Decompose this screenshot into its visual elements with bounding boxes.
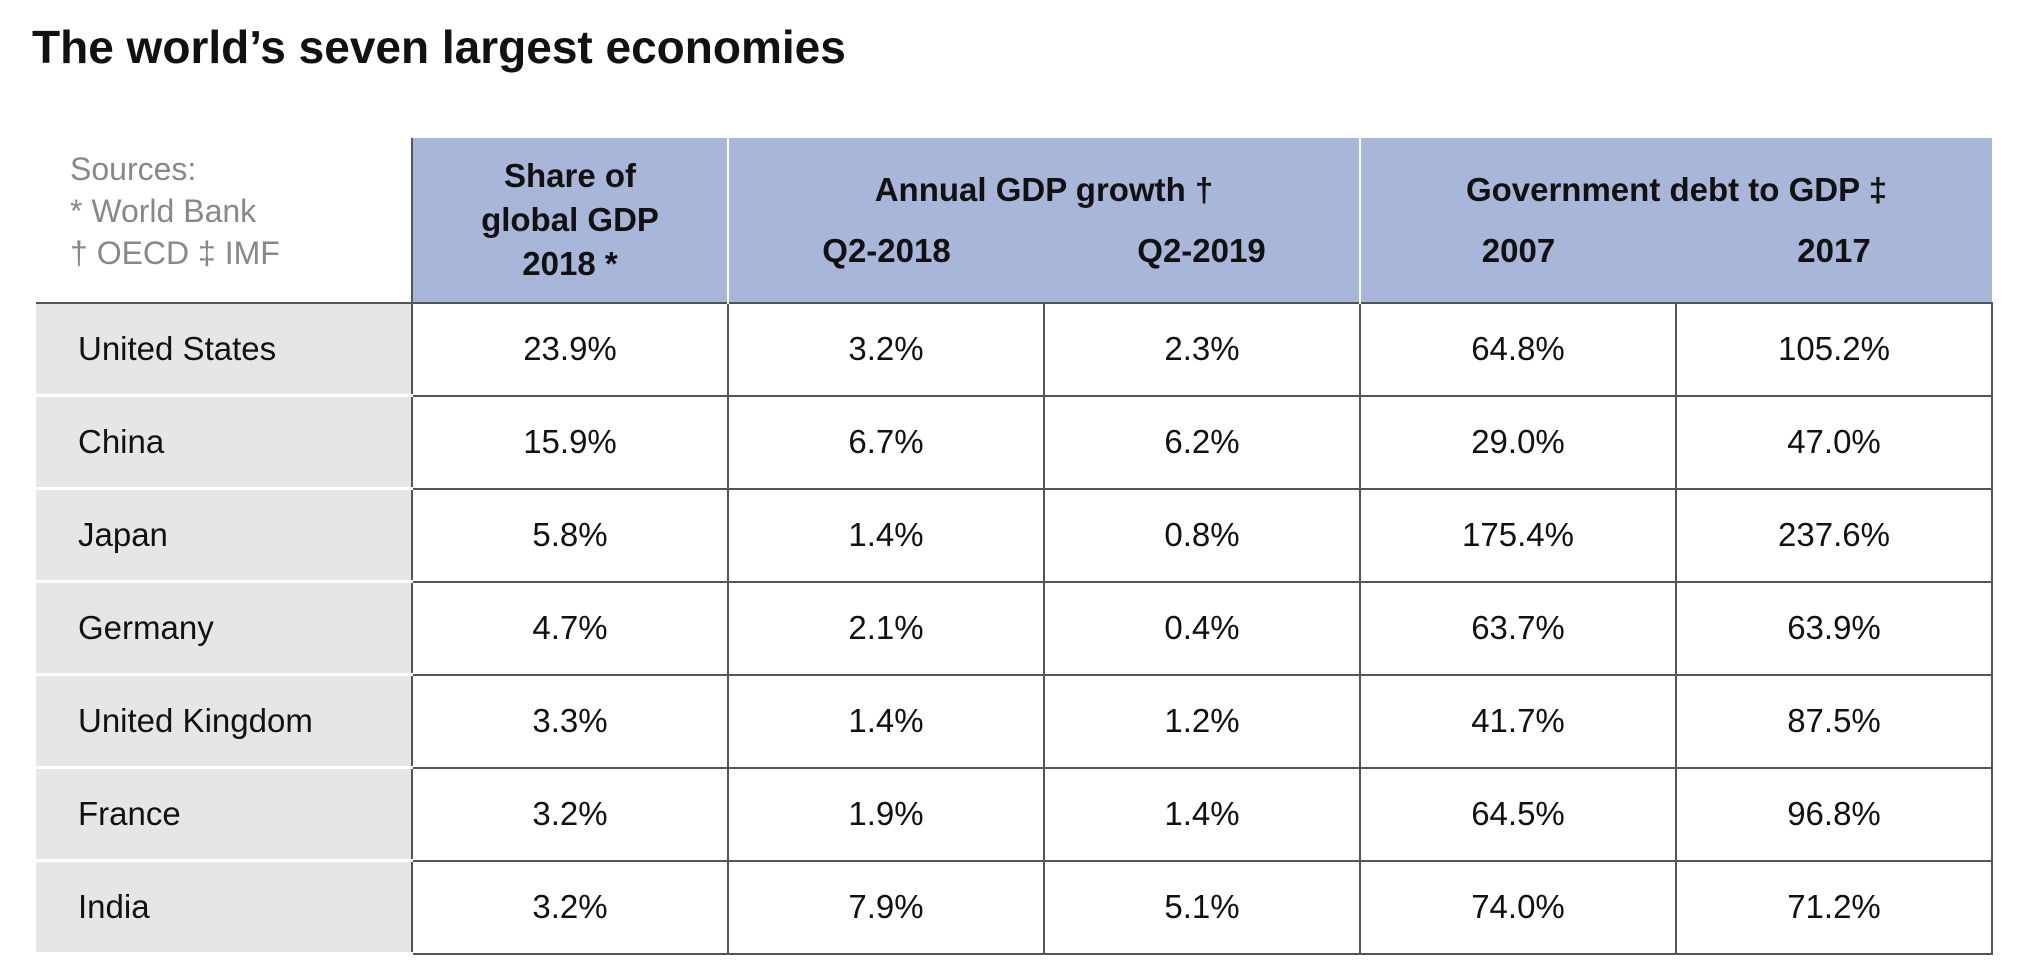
table-body: United States 23.9% 3.2% 2.3% 64.8% 105.2% Chi… <box>36 302 1993 955</box>
value-cell: 63.7% <box>1359 580 1677 676</box>
value-cell: 6.2% <box>1043 394 1361 490</box>
source-line: * World Bank <box>70 193 257 229</box>
value-cell: 4.7% <box>411 580 729 676</box>
source-line: † OECD ‡ IMF <box>70 235 280 271</box>
value-cell: 96.8% <box>1675 766 1993 862</box>
country-cell: China <box>36 395 412 490</box>
country-cell: Japan <box>36 488 412 583</box>
value-cell: 29.0% <box>1359 394 1677 490</box>
value-cell: 87.5% <box>1675 673 1993 769</box>
table-row: United Kingdom 3.3% 1.4% 1.2% 41.7% 87.5% <box>36 673 1993 769</box>
group-header: Government debt to GDP ‡ <box>1359 138 1992 232</box>
value-cell: 2.3% <box>1043 302 1361 397</box>
value-cell: 71.2% <box>1675 859 1993 955</box>
source-line: Sources: <box>70 151 197 187</box>
table-row: India 3.2% 7.9% 5.1% 74.0% 71.2% <box>36 859 1993 955</box>
table-row: Japan 5.8% 1.4% 0.8% 175.4% 237.6% <box>36 487 1993 583</box>
value-cell: 1.4% <box>727 487 1045 583</box>
value-cell: 7.9% <box>727 859 1045 955</box>
value-cell: 1.4% <box>727 673 1045 769</box>
country-cell: Germany <box>36 581 412 676</box>
value-cell: 3.2% <box>411 859 729 955</box>
value-cell: 1.9% <box>727 766 1045 862</box>
table-row: France 3.2% 1.9% 1.4% 64.5% 96.8% <box>36 766 1993 862</box>
value-cell: 5.8% <box>411 487 729 583</box>
header-cell: Share of global GDP 2018 * <box>411 138 728 303</box>
value-cell: 63.9% <box>1675 580 1993 676</box>
country-cell: India <box>36 860 412 955</box>
table-row: United States 23.9% 3.2% 2.3% 64.8% 105.2% <box>36 302 1993 397</box>
value-cell: 64.5% <box>1359 766 1677 862</box>
table-row: China 15.9% 6.7% 6.2% 29.0% 47.0% <box>36 394 1993 490</box>
value-cell: 41.7% <box>1359 673 1677 769</box>
value-cell: 3.2% <box>411 766 729 862</box>
value-cell: 3.2% <box>727 302 1045 397</box>
value-cell: 6.7% <box>727 394 1045 490</box>
column-header: Q2-2018 <box>727 232 1044 303</box>
value-cell: 0.4% <box>1043 580 1361 676</box>
group-header: Annual GDP growth † <box>727 138 1360 232</box>
sources: Sources: * World Bank † OECD ‡ IMF <box>36 138 412 303</box>
country-cell: United States <box>36 303 412 397</box>
value-cell: 2.1% <box>727 580 1045 676</box>
column-header: 2007 <box>1359 232 1676 303</box>
title: The world’s seven largest economies <box>32 21 846 73</box>
column-header: Q2-2019 <box>1044 232 1360 303</box>
value-cell: 74.0% <box>1359 859 1677 955</box>
value-cell: 3.3% <box>411 673 729 769</box>
column-header: 2017 <box>1676 232 1992 303</box>
economies-table: Sources: * World Bank † OECD ‡ IMF Share… <box>36 138 1993 955</box>
value-cell: 105.2% <box>1675 302 1993 397</box>
value-cell: 237.6% <box>1675 487 1993 583</box>
table-row: Germany 4.7% 2.1% 0.4% 63.7% 63.9% <box>36 580 1993 676</box>
value-cell: 15.9% <box>411 394 729 490</box>
country-cell: France <box>36 767 412 862</box>
value-cell: 0.8% <box>1043 487 1361 583</box>
value-cell: 1.4% <box>1043 766 1361 862</box>
country-cell: United Kingdom <box>36 674 412 769</box>
value-cell: 23.9% <box>411 302 729 397</box>
value-cell: 1.2% <box>1043 673 1361 769</box>
value-cell: 5.1% <box>1043 859 1361 955</box>
value-cell: 47.0% <box>1675 394 1993 490</box>
value-cell: 175.4% <box>1359 487 1677 583</box>
value-cell: 64.8% <box>1359 302 1677 397</box>
